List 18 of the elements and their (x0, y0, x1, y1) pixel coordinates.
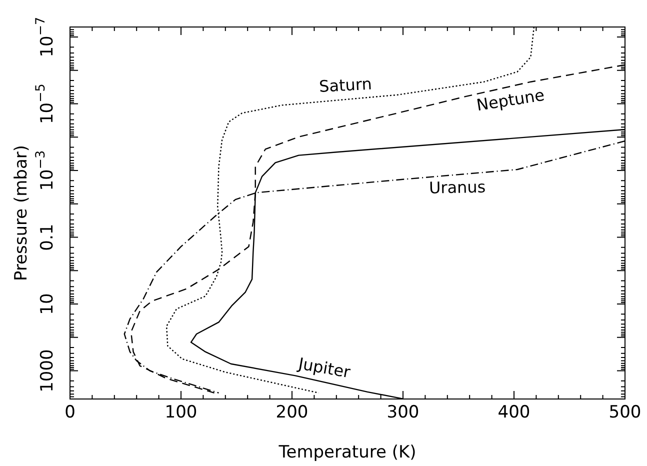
x-tick-label: 400 (498, 402, 530, 422)
series-label: Uranus (428, 177, 486, 198)
x-tick-label: 200 (276, 402, 308, 422)
y-tick-label: 10−7 (34, 16, 58, 58)
series-label: Saturn (318, 74, 372, 96)
x-tick-label: 0 (64, 402, 76, 422)
y-tick-label: 0.1 (37, 224, 58, 251)
x-tick-label: 100 (164, 402, 198, 422)
x-tick-label: 500 (608, 402, 642, 422)
y-tick-label: 1000 (37, 349, 58, 392)
text: Jupiter (296, 354, 352, 382)
y-tick-label: 10 (37, 293, 58, 315)
text: Neptune (475, 85, 546, 115)
x-axis-title: Temperature (K) (278, 442, 416, 462)
x-tick-label: 300 (386, 402, 420, 422)
y-axis-title: Pressure (mbar) (11, 144, 32, 282)
y-tick-label: 10−3 (34, 150, 58, 191)
y-tick-label: 10−5 (34, 84, 58, 124)
